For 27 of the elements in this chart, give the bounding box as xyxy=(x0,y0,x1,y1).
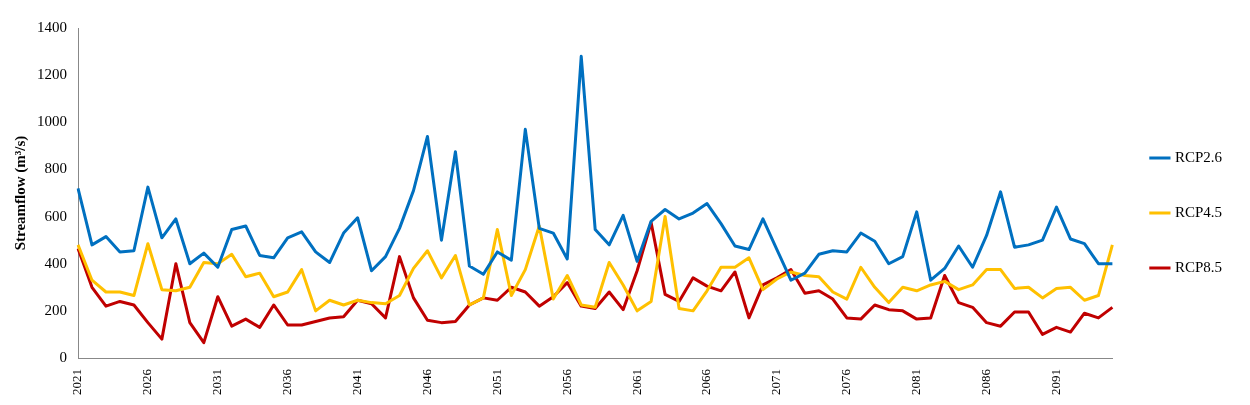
x-tick-label: 2061 xyxy=(628,369,644,395)
y-tick-label: 400 xyxy=(44,254,67,271)
x-tick-label: 2076 xyxy=(838,368,854,395)
x-tick-label: 2036 xyxy=(279,368,295,395)
y-tick-label: 600 xyxy=(44,207,67,224)
x-tick-label: 2071 xyxy=(768,369,784,395)
x-tick-label: 2031 xyxy=(209,369,225,395)
y-tick-label: 1200 xyxy=(37,66,67,83)
x-tick-label: 2091 xyxy=(1047,369,1063,395)
x-tick-label: 2021 xyxy=(69,369,85,395)
y-tick-label: 1400 xyxy=(37,18,67,35)
x-tick-label: 2041 xyxy=(348,369,364,395)
y-tick-label: 800 xyxy=(44,160,67,177)
x-tick-label: 2081 xyxy=(908,369,924,395)
x-tick-label: 2051 xyxy=(488,369,504,395)
legend-label: RCP8.5 xyxy=(1174,258,1223,275)
x-tick-label: 2026 xyxy=(139,368,155,395)
y-axis-title: Streamflow (m³/s) xyxy=(11,135,29,251)
x-tick-label: 2056 xyxy=(558,368,574,395)
x-tick-label: 2086 xyxy=(978,368,994,395)
y-tick-label: 0 xyxy=(59,348,67,365)
legend-label: RCP2.6 xyxy=(1174,148,1223,165)
y-tick-label: 1000 xyxy=(37,113,67,130)
x-tick-label: 2046 xyxy=(418,368,434,395)
x-tick-label: 2066 xyxy=(698,368,714,395)
legend-label: RCP4.5 xyxy=(1174,203,1223,220)
y-tick-label: 200 xyxy=(44,301,67,318)
